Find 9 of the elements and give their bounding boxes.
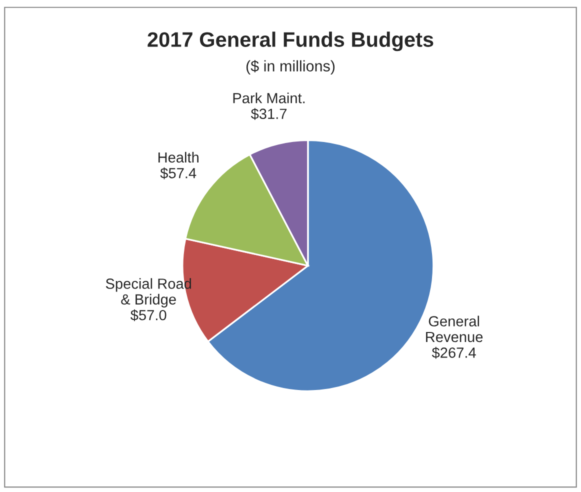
chart-title: 2017 General Funds Budgets (148, 32, 434, 52)
slice-label: Health (158, 152, 198, 163)
slice-label: Park Maint. (233, 92, 305, 104)
data-label: $57.0 (130, 309, 166, 322)
data-label: $31.7 (250, 108, 287, 120)
data-label: $57.4 (160, 167, 196, 180)
chart-subtitle: ($ in millions) (246, 60, 335, 75)
data-label: $267.4 (432, 346, 476, 359)
slice-label: General Revenue (426, 316, 483, 342)
